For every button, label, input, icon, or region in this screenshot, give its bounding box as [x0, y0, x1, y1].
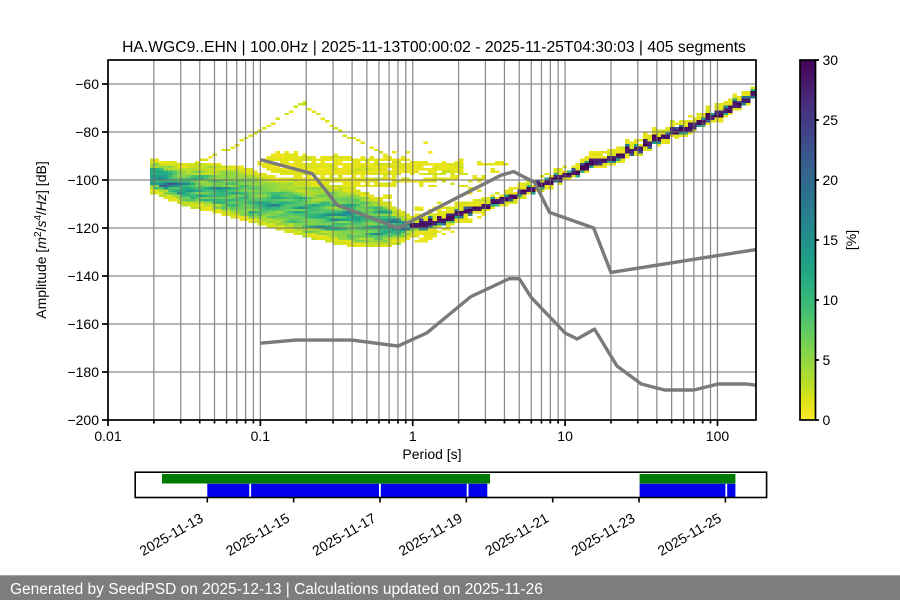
- svg-text:HA.WGC9..EHN | 100.0Hz | 2025-: HA.WGC9..EHN | 100.0Hz | 2025-11-13T00:0…: [122, 39, 746, 56]
- svg-text:−140: −140: [67, 268, 99, 284]
- svg-text:0.01: 0.01: [94, 428, 121, 444]
- svg-text:Amplitude [m2/s4/Hz] [dB]: Amplitude [m2/s4/Hz] [dB]: [33, 161, 49, 318]
- svg-text:5: 5: [823, 352, 831, 368]
- svg-text:100: 100: [706, 428, 730, 444]
- svg-text:−80: −80: [75, 124, 99, 140]
- svg-text:15: 15: [823, 232, 839, 248]
- svg-text:−60: −60: [75, 76, 99, 92]
- svg-text:25: 25: [823, 112, 839, 128]
- svg-text:30: 30: [823, 52, 839, 68]
- svg-text:−200: −200: [67, 412, 99, 428]
- svg-text:Generated by SeedPSD on 2025-1: Generated by SeedPSD on 2025-12-13 | Cal…: [10, 581, 543, 598]
- svg-text:1: 1: [409, 428, 417, 444]
- svg-text:[%]: [%]: [843, 230, 859, 250]
- svg-text:10: 10: [557, 428, 573, 444]
- svg-text:−100: −100: [67, 172, 99, 188]
- svg-text:−120: −120: [67, 220, 99, 236]
- svg-text:−160: −160: [67, 316, 99, 332]
- svg-text:0: 0: [823, 412, 831, 428]
- svg-text:10: 10: [823, 292, 839, 308]
- svg-text:−180: −180: [67, 364, 99, 380]
- svg-text:20: 20: [823, 172, 839, 188]
- svg-text:0.1: 0.1: [251, 428, 271, 444]
- svg-text:Period [s]: Period [s]: [402, 446, 461, 462]
